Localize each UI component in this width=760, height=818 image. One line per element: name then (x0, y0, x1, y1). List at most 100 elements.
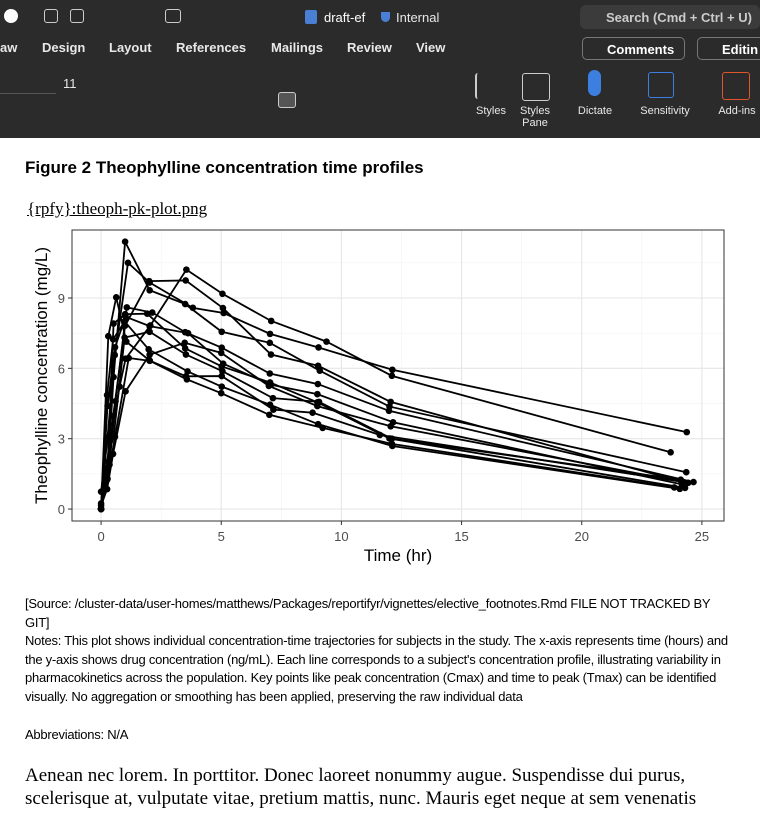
data-point (181, 300, 189, 308)
data-point (387, 422, 394, 430)
plot-border (71, 229, 725, 522)
data-point (219, 304, 227, 312)
data-point (678, 478, 685, 485)
tab[interactable]: Mailings (271, 40, 324, 55)
align-left[interactable] (278, 92, 296, 108)
y-axis-label: Theophylline concentration (mg/L) (32, 247, 51, 504)
ribbon-label[interactable]: Sensitivity (640, 105, 690, 117)
save-icon[interactable] (70, 9, 84, 23)
data-point (145, 277, 153, 285)
data-point (122, 388, 129, 395)
styles-icon[interactable] (475, 73, 501, 99)
data-point (314, 362, 322, 370)
data-point (676, 485, 684, 493)
comments-button[interactable]: Comments (582, 37, 685, 60)
x-tick-label: 0 (97, 529, 104, 544)
data-point (684, 479, 692, 487)
tab[interactable]: aw (0, 40, 18, 55)
data-point (181, 328, 189, 336)
data-point (389, 442, 396, 450)
print-icon[interactable] (165, 9, 181, 23)
data-point (184, 368, 191, 375)
window-dot[interactable] (4, 9, 18, 23)
tab[interactable]: View (416, 40, 446, 55)
x-tick-label: 5 (218, 529, 225, 544)
chart: 0 5 10 15 20 25 0 3 6 9 Time (hr) Theophylline conc… (32, 229, 725, 565)
data-point (109, 335, 117, 343)
search-box[interactable] (580, 5, 760, 29)
ribbon-label[interactable]: Styles (476, 105, 506, 117)
y-tick-label: 3 (58, 432, 65, 447)
data-point (112, 293, 120, 301)
data-point (217, 349, 225, 357)
data-point (148, 309, 156, 316)
data-point (314, 390, 321, 398)
y-tick-label: 6 (58, 361, 65, 376)
data-point (124, 259, 132, 267)
data-point (122, 355, 129, 363)
data-point (388, 372, 396, 380)
home-icon[interactable] (44, 9, 58, 23)
data-point (109, 412, 117, 420)
data-point (315, 344, 322, 351)
data-point (266, 370, 274, 377)
abbreviations: Abbreviations: N/A (25, 727, 129, 742)
ribbon-label[interactable]: Add-ins (718, 105, 756, 117)
data-point (387, 398, 394, 406)
sensitivity-icon[interactable] (648, 72, 674, 98)
tab[interactable]: Review (347, 40, 392, 55)
data-point (265, 382, 273, 390)
data-point (146, 286, 153, 294)
data-point (103, 391, 111, 399)
ribbon-label[interactable]: Styles Pane (520, 105, 550, 129)
data-point (181, 339, 189, 347)
source-note: [Source: /cluster-data/user-homes/matthe… (25, 596, 711, 630)
data-point (219, 367, 226, 375)
editing-button[interactable]: Editin (697, 37, 760, 60)
font-box[interactable] (0, 73, 56, 94)
data-point (123, 338, 130, 345)
data-point (267, 317, 275, 325)
styles-pane-icon[interactable] (522, 73, 550, 101)
data-point (147, 322, 154, 329)
tab[interactable]: Layout (109, 40, 152, 55)
data-point (109, 450, 117, 458)
data-point (314, 420, 322, 428)
data-point (270, 406, 277, 413)
data-point (376, 431, 384, 439)
data-point (146, 357, 153, 364)
data-point (218, 328, 226, 336)
x-tick-label: 20 (574, 529, 588, 544)
tab[interactable]: Design (42, 40, 86, 55)
data-point (266, 401, 274, 408)
data-point (146, 351, 153, 359)
data-point (218, 344, 226, 352)
data-point (183, 266, 190, 273)
data-point (309, 409, 316, 416)
data-point (218, 383, 226, 390)
data-point (97, 505, 105, 513)
dictate-icon[interactable] (588, 70, 601, 96)
shield-icon (381, 12, 390, 22)
data-point (182, 277, 189, 284)
data-point (266, 330, 274, 338)
data-point (389, 366, 396, 374)
addins-icon[interactable] (722, 72, 750, 100)
data-point (217, 389, 225, 397)
data-point (266, 411, 273, 419)
data-point (110, 373, 117, 381)
ribbon-label[interactable]: Dictate (577, 105, 613, 117)
tab[interactable]: References (176, 40, 247, 55)
word-chrome: draft-ef Internal Search (Cmd + Ctrl + U… (0, 0, 760, 138)
data-point (267, 351, 275, 358)
sensitivity-label[interactable]: Internal (396, 10, 440, 25)
notes: Notes: This plot shows individual concen… (25, 633, 728, 705)
doc-name[interactable]: draft-ef (324, 10, 366, 25)
data-point (123, 304, 131, 311)
data-point (121, 238, 129, 246)
font-size[interactable]: 11 (63, 76, 77, 91)
figure-title: Figure 2 Theophylline concentration time… (25, 158, 424, 177)
data-point (682, 468, 690, 476)
image-ref: {rpfy}:theoph-pk-plot.png (27, 199, 208, 218)
